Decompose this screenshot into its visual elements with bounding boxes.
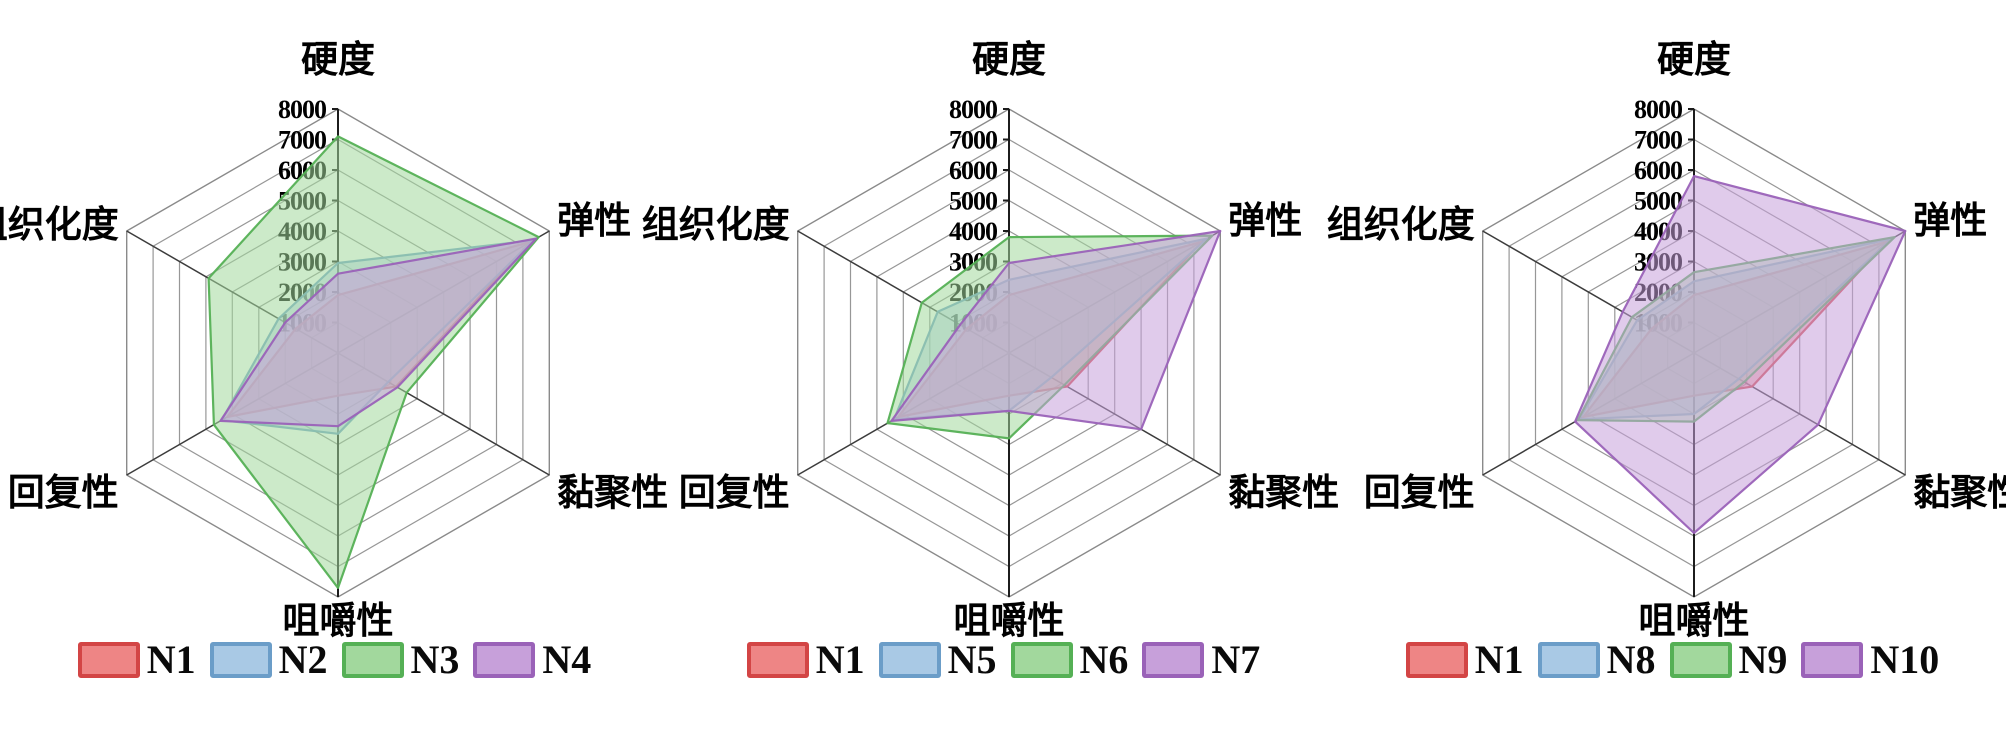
axis-label-0: 硬度 — [301, 38, 375, 81]
radar-chart-3: 10002000300040005000600070008000硬度弹性黏聚性咀… — [1327, 38, 2006, 642]
radar-chart-2: 10002000300040005000600070008000硬度弹性黏聚性咀… — [642, 38, 1340, 642]
axis-label-1: 弹性 — [557, 199, 631, 242]
legend-label-N1: N1 — [815, 637, 865, 682]
legend-label-N2: N2 — [278, 637, 328, 682]
series-polygons — [1574, 175, 1907, 535]
legend-item-N10: N10 — [1801, 636, 1939, 683]
legend-swatch-N1 — [1405, 641, 1468, 678]
legend-item-N5: N5 — [878, 636, 997, 683]
series-polygons — [886, 229, 1222, 440]
axis-label-4: 回复性 — [1364, 471, 1475, 514]
tick-label-7000: 7000 — [278, 126, 327, 155]
legend-swatch-N4 — [473, 641, 536, 678]
legend-item-N1: N1 — [77, 636, 196, 683]
legend-label-N5: N5 — [947, 637, 997, 682]
legend-item-N2: N2 — [209, 636, 328, 683]
legend-label-N1: N1 — [146, 637, 196, 682]
axis-label-3: 咀嚼性 — [954, 599, 1065, 642]
tick-label-8000: 8000 — [1634, 95, 1683, 124]
legend-swatch-N7 — [1142, 641, 1205, 678]
axis-label-2: 黏聚性 — [1228, 471, 1339, 514]
radar-chart-1: 10002000300040005000600070008000硬度弹性黏聚性咀… — [0, 38, 668, 642]
tick-label-5000: 5000 — [949, 187, 998, 216]
legend-swatch-N2 — [209, 641, 272, 678]
legend-label-N1: N1 — [1474, 637, 1524, 682]
radar-chart-panel-3: 10002000300040005000600070008000硬度弹性黏聚性咀… — [1327, 0, 2006, 740]
legend-swatch-N8 — [1537, 641, 1600, 678]
axis-label-4: 回复性 — [679, 471, 790, 514]
legend-label-N8: N8 — [1606, 637, 1656, 682]
axis-label-1: 弹性 — [1913, 199, 1987, 242]
axis-label-4: 回复性 — [8, 471, 119, 514]
axis-label-2: 黏聚性 — [557, 471, 668, 514]
legend-item-N1: N1 — [746, 636, 865, 683]
axis-label-5: 组织化度 — [642, 203, 790, 246]
axis-label-0: 硬度 — [1657, 38, 1731, 81]
radar-chart-panel-2: 10002000300040005000600070008000硬度弹性黏聚性咀… — [642, 0, 1340, 740]
series-polygon-N7 — [890, 229, 1222, 431]
axis-label-5: 组织化度 — [0, 203, 119, 246]
legend-swatch-N10 — [1801, 641, 1864, 678]
axis-label-0: 硬度 — [972, 38, 1046, 81]
legend-label-N10: N10 — [1870, 637, 1940, 682]
legend-1: N1 N2 N3 N4 — [0, 636, 669, 683]
tick-label-4000: 4000 — [949, 217, 998, 246]
radar-chart-panel-1: 10002000300040005000600070008000硬度弹性黏聚性咀… — [0, 0, 669, 740]
legend-label-N3: N3 — [410, 637, 460, 682]
series-polygons — [207, 135, 540, 590]
tick-label-7000: 7000 — [949, 126, 998, 155]
legend-item-N3: N3 — [341, 636, 460, 683]
legend-swatch-N3 — [341, 641, 404, 678]
legend-3: N1 N8 N9 N10 — [1338, 636, 2006, 683]
tick-label-8000: 8000 — [949, 95, 998, 124]
axis-label-1: 弹性 — [1228, 199, 1302, 242]
legend-swatch-N1 — [77, 641, 140, 678]
legend-swatch-N6 — [1010, 641, 1073, 678]
legend-2: N1 N5 N6 N7 — [669, 636, 1338, 683]
legend-label-N7: N7 — [1211, 637, 1261, 682]
series-polygon-N10 — [1574, 175, 1907, 535]
legend-item-N1: N1 — [1405, 636, 1524, 683]
legend-label-N9: N9 — [1738, 637, 1788, 682]
legend-swatch-N9 — [1669, 641, 1732, 678]
tick-label-7000: 7000 — [1634, 126, 1683, 155]
legend-swatch-N5 — [878, 641, 941, 678]
legend-item-N7: N7 — [1142, 636, 1260, 683]
series-polygon-N4 — [219, 237, 538, 428]
axis-label-5: 组织化度 — [1327, 203, 1475, 246]
legend-item-N8: N8 — [1537, 636, 1656, 683]
tick-label-6000: 6000 — [1634, 156, 1683, 185]
legend-item-N6: N6 — [1010, 636, 1129, 683]
tick-label-6000: 6000 — [949, 156, 998, 185]
legend-swatch-N1 — [746, 641, 809, 678]
axis-label-2: 黏聚性 — [1913, 471, 2006, 514]
legend-label-N4: N4 — [542, 637, 592, 682]
axis-label-3: 咀嚼性 — [1639, 599, 1750, 642]
legend-label-N6: N6 — [1079, 637, 1129, 682]
tick-label-8000: 8000 — [278, 95, 327, 124]
legend-item-N4: N4 — [473, 636, 591, 683]
legend-item-N9: N9 — [1669, 636, 1788, 683]
axis-label-3: 咀嚼性 — [283, 599, 394, 642]
